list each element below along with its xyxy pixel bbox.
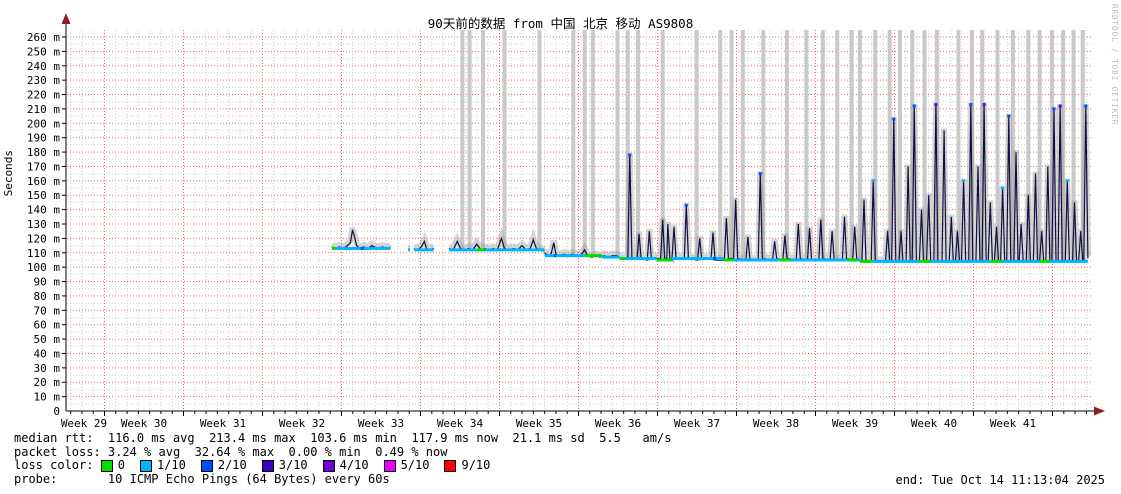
- x-tick-label: Week 31: [200, 417, 246, 430]
- x-tick-label: Week 29: [61, 417, 107, 430]
- loss-color-value: 1/10: [156, 458, 186, 473]
- y-tick-label: 50 m: [34, 333, 61, 346]
- x-tick-labels: Week 29 Week 30 Week 31 Week 32 Week 33 Week …: [61, 417, 1036, 430]
- x-tick-label: Week 41: [990, 417, 1036, 430]
- y-tick-label: 160 m: [27, 175, 60, 188]
- x-tick-label: Week 32: [279, 417, 325, 430]
- y-tick-label: 170 m: [27, 160, 60, 173]
- y-tick-label: 70 m: [34, 304, 61, 317]
- x-tick-label: Week 35: [516, 417, 562, 430]
- stats-legend: median rtt: 116.0 ms avg 213.4 ms max 10…: [14, 431, 672, 486]
- loss-markers: [331, 103, 1088, 263]
- x-tick-label: Week 40: [911, 417, 957, 430]
- loss-color-swatch: [383, 459, 396, 472]
- loss-color-item: 9/10: [444, 459, 490, 473]
- y-tick-label: 90 m: [34, 276, 61, 289]
- loss-color-value: 0: [117, 458, 125, 473]
- loss-color-item: 0: [100, 458, 125, 473]
- loss-color-item: 1/10: [139, 458, 186, 473]
- probe-info: probe: 10 ICMP Echo Pings (64 Bytes) eve…: [14, 471, 390, 486]
- x-tick-label: Week 36: [595, 417, 641, 430]
- loss-color-value: 5/10: [400, 458, 430, 473]
- y-tick-label: 200 m: [27, 117, 60, 130]
- x-tick-label: Week 33: [358, 417, 404, 430]
- x-tick-label: Week 37: [674, 417, 720, 430]
- y-tick-label: 190 m: [27, 132, 60, 145]
- y-tick-label: 250 m: [27, 45, 60, 58]
- loss-color-value: 2/10: [217, 458, 247, 473]
- y-tick-label: 0: [53, 405, 60, 418]
- x-tick-label: Week 34: [437, 417, 484, 430]
- loss-color-swatch: [139, 459, 152, 472]
- median-rtt-stats: median rtt: 116.0 ms avg 213.4 ms max 10…: [14, 431, 672, 445]
- rrdtool-watermark: RRDTOOL / TOBI OETIKER: [1110, 4, 1119, 126]
- y-tick-label: 40 m: [34, 347, 61, 360]
- y-tick-label: 110 m: [27, 247, 60, 260]
- loss-color-label: loss color:: [14, 458, 101, 473]
- y-tick-label: 210 m: [27, 103, 60, 116]
- y-tick-label: 260 m: [27, 31, 60, 44]
- x-tick-label: Week 39: [832, 417, 878, 430]
- y-tick-label: 60 m: [34, 319, 61, 332]
- loss-color-swatch: [100, 459, 113, 472]
- y-tick-label: 230 m: [27, 74, 60, 87]
- x-tick-label: Week 30: [121, 417, 167, 430]
- packet-loss-stats: packet loss: 3.24 % avg 32.64 % max 0.00…: [14, 444, 448, 459]
- y-tick-label: 30 m: [34, 362, 61, 375]
- loss-color-swatch: [444, 459, 457, 472]
- y-tick-label: 140 m: [27, 204, 60, 217]
- y-tick-label: 20 m: [34, 376, 61, 389]
- axes: [61, 13, 1105, 416]
- end-timestamp: end: Tue Oct 14 11:13:04 2025: [895, 473, 1105, 487]
- loss-color-swatch: [261, 459, 274, 472]
- y-tick-label: 10 m: [34, 391, 61, 404]
- loss-color-value: 3/10: [278, 458, 308, 473]
- loss-color-swatch: [200, 459, 213, 472]
- loss-color-item: 5/10: [383, 458, 430, 473]
- loss-color-item: 4/10: [322, 458, 369, 473]
- loss-color-value: 4/10: [339, 458, 369, 473]
- y-tick-label: 220 m: [27, 89, 60, 102]
- missing-data-bars: [460, 30, 1085, 262]
- loss-color-item: 2/10: [200, 458, 247, 473]
- loss-color-item: 3/10: [261, 458, 308, 473]
- loss-color-items: 0 1/10 2/10 3/10 4/10 5/10 9/10: [100, 458, 506, 473]
- y-tick-label: 180 m: [27, 146, 60, 159]
- loss-color-legend: loss color: 0 1/10 2/10 3/10 4/10 5/10 9/10: [14, 459, 671, 473]
- y-tick-label: 120 m: [27, 232, 60, 245]
- y-tick-label: 80 m: [34, 290, 61, 303]
- y-tick-label: 240 m: [27, 60, 60, 73]
- chart-title: 90天前的数据 from 中国 北京 移动 AS9808: [427, 16, 694, 31]
- y-tick-label: 150 m: [27, 189, 60, 202]
- x-tick-label: Week 38: [753, 417, 799, 430]
- loss-color-swatch: [322, 459, 335, 472]
- y-tick-label: 130 m: [27, 218, 60, 231]
- loss-color-value: 9/10: [461, 458, 491, 473]
- y-tick-labels: 010 m 20 m30 m 40 m50 m60 m 70 m80 m90 m 100…: [27, 31, 60, 418]
- y-tick-label: 100 m: [27, 261, 60, 274]
